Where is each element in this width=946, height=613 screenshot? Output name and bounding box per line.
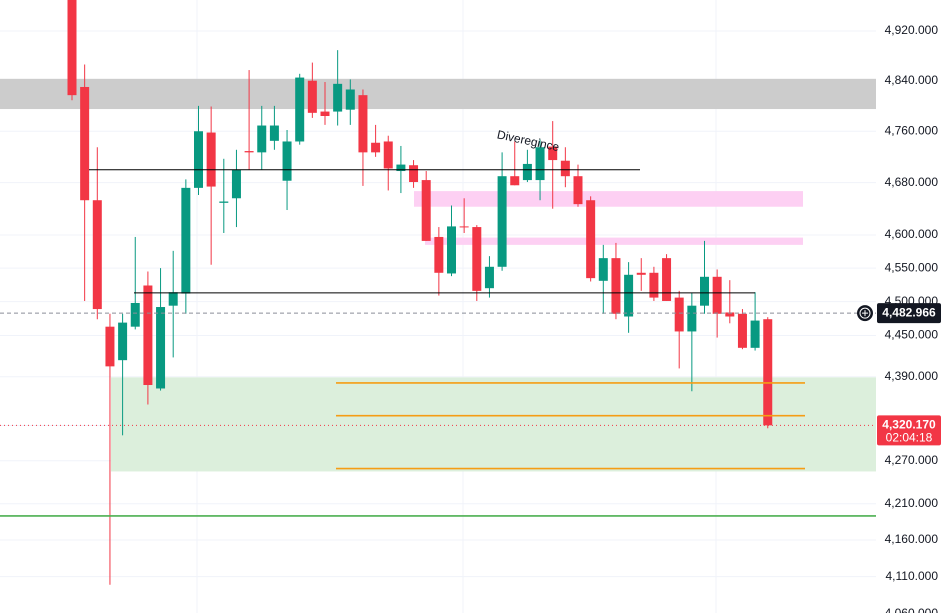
y-tick-label: 4,160.000: [885, 532, 939, 546]
y-tick-label: 4,920.000: [885, 23, 939, 37]
zone: [425, 237, 803, 245]
body: [80, 86, 90, 201]
y-tick-label: 4,450.000: [885, 328, 939, 342]
body: [130, 302, 140, 327]
body: [510, 176, 520, 186]
body: [459, 226, 469, 228]
y-tick-label: 4,210.000: [885, 496, 939, 510]
y-tick-label: 4,390.000: [885, 369, 939, 383]
body: [763, 319, 773, 426]
candles: [67, 0, 773, 585]
body: [257, 125, 267, 153]
y-tick-label: 4,110.000: [886, 569, 939, 583]
zones: [0, 78, 876, 472]
price-label: 4,320.170: [882, 418, 936, 432]
body: [548, 146, 558, 161]
body: [586, 200, 596, 279]
body: [700, 276, 709, 306]
y-tick-label: 4,060.000: [885, 606, 939, 613]
body: [560, 160, 570, 177]
body: [67, 0, 77, 96]
body: [662, 258, 672, 301]
body: [447, 226, 456, 274]
body: [611, 258, 621, 314]
countdown: 02:04:18: [886, 431, 933, 445]
body: [269, 125, 279, 141]
body: [219, 201, 229, 203]
body: [358, 95, 368, 153]
body: [750, 320, 760, 348]
body: [383, 141, 393, 169]
add-icon: [862, 310, 868, 317]
body: [168, 292, 178, 306]
body: [282, 141, 292, 181]
body: [472, 227, 482, 291]
body: [636, 272, 646, 275]
zone: [0, 78, 876, 110]
body: [333, 83, 343, 112]
y-tick-label: 4,550.000: [885, 260, 939, 274]
body: [156, 307, 166, 389]
body: [737, 313, 747, 348]
body: [371, 142, 381, 153]
body: [345, 89, 355, 110]
body: [573, 176, 583, 205]
body: [244, 151, 254, 153]
body: [674, 297, 684, 332]
levels: [0, 169, 876, 517]
price-label: 4,482.966: [882, 305, 936, 319]
body: [598, 258, 608, 281]
body: [484, 266, 494, 289]
body: [712, 276, 722, 314]
body: [143, 285, 153, 386]
body: [92, 200, 102, 310]
zone: [414, 191, 803, 207]
body: [434, 236, 444, 273]
body: [522, 163, 532, 181]
body: [118, 322, 128, 361]
zone: [111, 377, 876, 472]
body: [396, 164, 406, 172]
body: [105, 326, 115, 367]
body: [307, 80, 317, 113]
body: [497, 176, 507, 267]
body: [409, 165, 419, 183]
body: [725, 312, 735, 317]
y-tick-label: 4,760.000: [885, 123, 939, 137]
price-label-box: [877, 415, 941, 446]
body: [649, 272, 659, 298]
body: [687, 305, 697, 332]
body: [181, 187, 191, 294]
y-tick-label: 4,270.000: [885, 453, 939, 467]
body: [624, 274, 634, 317]
price-label-box: [877, 303, 941, 324]
y-tick-label: 4,680.000: [885, 175, 939, 189]
body: [320, 111, 330, 117]
y-tick-label: 4,600.000: [885, 227, 939, 241]
body: [421, 180, 431, 241]
body: [295, 77, 305, 142]
y-tick-label: 4,840.000: [885, 73, 939, 87]
body: [206, 132, 216, 187]
body: [194, 131, 203, 188]
body: [231, 169, 241, 199]
body: [535, 147, 545, 181]
add-icon: [859, 307, 871, 319]
